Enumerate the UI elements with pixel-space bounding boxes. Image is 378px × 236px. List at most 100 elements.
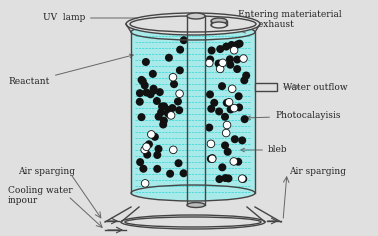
Circle shape [166,170,174,178]
Circle shape [153,97,161,105]
Circle shape [225,98,233,106]
Text: Cooling water
inpour: Cooling water inpour [8,186,73,205]
Circle shape [165,106,173,114]
Circle shape [230,104,238,112]
Circle shape [138,76,146,84]
Circle shape [205,124,213,131]
Circle shape [145,140,153,148]
Text: Air sparging: Air sparging [18,168,75,177]
Circle shape [174,97,182,105]
Circle shape [149,70,157,78]
Circle shape [206,90,214,98]
Circle shape [226,55,234,63]
Circle shape [155,145,163,153]
Circle shape [139,165,147,173]
Ellipse shape [211,18,227,24]
Circle shape [141,180,149,187]
Circle shape [136,158,144,166]
Circle shape [222,42,230,51]
Circle shape [160,117,168,125]
Circle shape [215,175,223,183]
Circle shape [241,115,249,123]
Circle shape [160,102,168,110]
Circle shape [165,54,173,62]
Circle shape [175,106,183,114]
Circle shape [167,112,175,119]
Circle shape [143,88,150,97]
Circle shape [221,141,229,149]
Circle shape [208,155,216,163]
Circle shape [206,55,214,63]
Circle shape [168,104,177,112]
Circle shape [207,105,215,113]
Circle shape [216,65,224,73]
Circle shape [226,61,234,69]
Circle shape [169,73,177,81]
Ellipse shape [121,215,265,229]
Circle shape [222,174,229,182]
Circle shape [151,133,159,141]
Circle shape [136,89,144,97]
Circle shape [165,110,173,118]
Circle shape [207,140,215,148]
Circle shape [235,40,243,48]
Ellipse shape [131,24,255,40]
Circle shape [169,146,177,154]
Circle shape [136,98,144,106]
Circle shape [233,65,241,73]
Circle shape [223,121,231,129]
Circle shape [227,105,235,114]
Circle shape [218,163,226,171]
Circle shape [242,72,250,80]
Ellipse shape [130,16,256,32]
Circle shape [147,131,155,138]
Circle shape [208,46,215,55]
Circle shape [180,36,188,44]
Circle shape [150,87,158,94]
Circle shape [206,59,213,67]
Circle shape [158,102,166,110]
Text: UV  lamp: UV lamp [43,13,185,22]
Circle shape [176,46,184,54]
Circle shape [153,165,161,173]
Circle shape [170,80,178,88]
Circle shape [143,151,151,159]
Circle shape [240,76,248,84]
Ellipse shape [131,185,255,201]
Circle shape [235,103,243,111]
Circle shape [218,82,226,90]
Circle shape [143,143,150,151]
Circle shape [207,155,215,163]
Text: bleb: bleb [241,146,288,155]
Circle shape [159,121,167,129]
Circle shape [238,136,246,144]
Circle shape [224,148,232,156]
Circle shape [230,46,238,54]
Circle shape [164,110,172,118]
Text: Photocalayisis: Photocalayisis [247,111,341,121]
Polygon shape [131,32,255,193]
Circle shape [142,58,150,66]
Circle shape [147,90,155,98]
Circle shape [176,66,184,74]
Ellipse shape [187,202,205,207]
Circle shape [176,90,183,97]
Circle shape [215,59,223,67]
Text: Air sparging: Air sparging [289,168,346,177]
Circle shape [222,129,230,137]
Circle shape [221,113,229,121]
Circle shape [216,45,224,53]
Circle shape [141,146,149,154]
Circle shape [150,85,158,93]
Circle shape [138,113,146,121]
Circle shape [234,158,242,166]
Text: Water outflow: Water outflow [283,83,348,92]
Text: Reactant: Reactant [9,54,133,87]
Circle shape [225,174,232,182]
Circle shape [156,88,164,96]
Circle shape [240,55,247,62]
Ellipse shape [211,22,227,28]
Circle shape [239,175,247,183]
Circle shape [208,154,216,162]
Circle shape [235,92,243,100]
